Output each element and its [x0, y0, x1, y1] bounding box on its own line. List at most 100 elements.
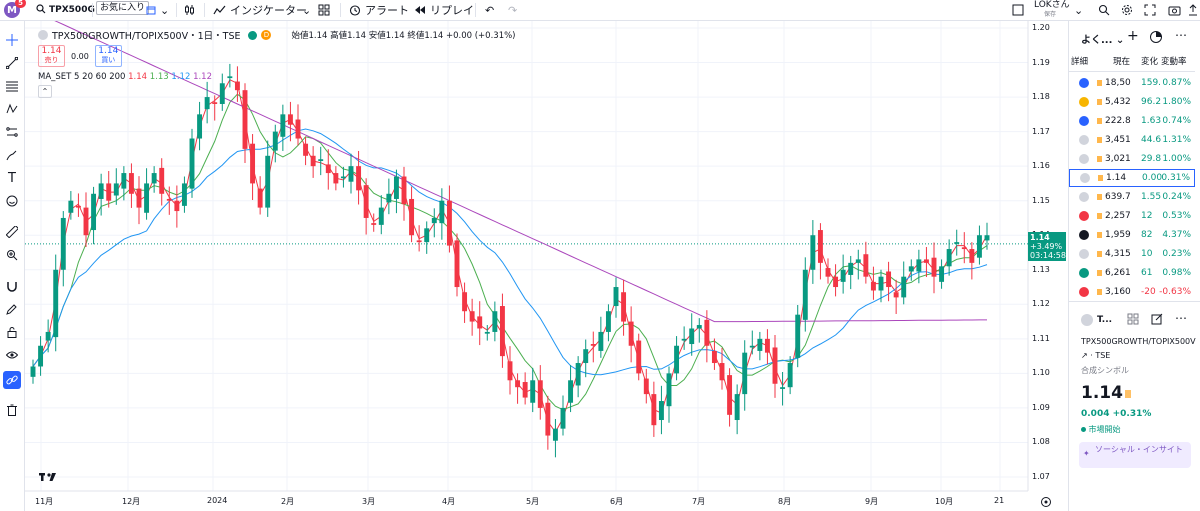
- watchlist-row[interactable]: 1.14 0.00 0.31%: [1069, 169, 1195, 187]
- fullscreen-button[interactable]: [1144, 0, 1156, 20]
- column-header-symbol[interactable]: 詳細: [1071, 57, 1089, 67]
- candle-body: [378, 207, 384, 225]
- watchlist-row[interactable]: 18,50 159. 0.87%: [1069, 74, 1195, 92]
- candle-body: [825, 268, 831, 277]
- time-axis-label: 21: [994, 496, 1005, 505]
- measure-tool[interactable]: [3, 123, 21, 141]
- collapse-legend-button[interactable]: ⌃: [38, 85, 52, 98]
- candle-body: [333, 173, 339, 184]
- symbol-logo: [1079, 78, 1089, 88]
- symbol-logo: [1079, 249, 1089, 259]
- ma5-value: 1.14: [128, 72, 148, 82]
- candle-body: [681, 338, 687, 341]
- details-symbol[interactable]: T...: [1097, 315, 1113, 325]
- pattern-tool[interactable]: [3, 100, 21, 118]
- zoom-tool[interactable]: [3, 246, 21, 264]
- more-options-button[interactable]: ⋯: [1175, 28, 1187, 42]
- layout-grid-button[interactable]: [1127, 313, 1139, 328]
- add-symbol-button[interactable]: +: [1127, 28, 1139, 44]
- settings-button[interactable]: [1121, 0, 1133, 20]
- delayed-icon: [1097, 232, 1102, 238]
- crosshair-tool[interactable]: [3, 31, 21, 49]
- replay-button[interactable]: リプレイ: [414, 0, 474, 20]
- candle-body: [727, 375, 733, 415]
- indicators-button[interactable]: インジケーター: [213, 0, 307, 20]
- magnet-icon: [7, 282, 17, 292]
- chevron-down-icon[interactable]: ⌄: [160, 3, 170, 17]
- column-header-last[interactable]: 現在: [1113, 57, 1131, 67]
- delayed-icon: [1097, 118, 1102, 124]
- watchlist-menu-button[interactable]: [1149, 30, 1163, 47]
- symbol-search[interactable]: TPX500G: [36, 0, 95, 20]
- candle-body: [439, 200, 445, 224]
- social-insights-button[interactable]: ✦ ソーシャル・インサイト: [1079, 442, 1191, 468]
- status-dot: [1081, 427, 1086, 432]
- edit-button[interactable]: [1151, 313, 1163, 328]
- candle-body: [386, 193, 392, 203]
- watchlist-row[interactable]: 3,021 29.8 1.00%: [1069, 150, 1195, 168]
- watchlist-row[interactable]: 1,959 82 4.37%: [1069, 226, 1195, 244]
- calendar-icon: [146, 6, 156, 15]
- alert-button[interactable]: アラート: [349, 0, 409, 20]
- fib-tool[interactable]: [3, 77, 21, 95]
- delete-drawings-tool[interactable]: [3, 401, 21, 419]
- ruler-tool[interactable]: [3, 223, 21, 241]
- candle-body: [939, 266, 945, 282]
- quick-search-button[interactable]: [1098, 0, 1110, 20]
- undo-button[interactable]: ↶: [485, 0, 494, 20]
- share-button[interactable]: [1188, 0, 1198, 20]
- watchlist-row[interactable]: 6,261 61 0.98%: [1069, 264, 1195, 282]
- templates-button[interactable]: [318, 0, 330, 20]
- symbol-logo: [1079, 135, 1089, 145]
- chart-settings-icon[interactable]: [1041, 497, 1051, 507]
- watchlist-row[interactable]: 4,315 10 0.23%: [1069, 245, 1195, 263]
- sell-button[interactable]: 1.14 売り: [38, 45, 65, 67]
- watchlist-row[interactable]: 5,432 96.2 1.80%: [1069, 93, 1195, 111]
- search-icon: [36, 3, 46, 17]
- sync-drawings-tool[interactable]: [3, 371, 21, 389]
- candle-body: [522, 382, 528, 398]
- watchlist-change: 1.55: [1141, 192, 1162, 202]
- watchlist-row[interactable]: 639.7 1.55 0.24%: [1069, 188, 1195, 206]
- undo-icon: ↶: [485, 3, 495, 17]
- emoji-tool[interactable]: [3, 192, 21, 210]
- snapshot-button[interactable]: [1168, 0, 1181, 20]
- time-axis-label: 5月: [526, 497, 540, 506]
- watchlist-row[interactable]: 3,160 -20 -0.63%: [1069, 283, 1195, 301]
- sparkle-icon: ✦: [1083, 449, 1090, 458]
- watchlist-row[interactable]: 222.8 1.63 0.74%: [1069, 112, 1195, 130]
- watchlist-title[interactable]: よく... ⌄: [1081, 35, 1125, 46]
- price-chart[interactable]: [25, 21, 1062, 511]
- brush-tool[interactable]: [3, 146, 21, 164]
- market-status-label: 市場開始: [1088, 425, 1121, 434]
- symbol-logo: [1079, 211, 1089, 221]
- external-link-icon[interactable]: ↗: [1081, 351, 1088, 360]
- chevron-down-icon[interactable]: ⌄: [302, 3, 312, 17]
- magnet-tool[interactable]: [3, 277, 21, 295]
- candle-style-button[interactable]: [184, 0, 196, 20]
- column-header-change[interactable]: 変化: [1141, 57, 1159, 67]
- watchlist-row[interactable]: 3,451 44.6 1.31%: [1069, 131, 1195, 149]
- chevron-down-icon[interactable]: ⌄: [1074, 3, 1084, 17]
- redo-button[interactable]: ↷: [508, 0, 517, 20]
- price-axis-label: 1.09: [1032, 402, 1050, 412]
- layout-button[interactable]: [1012, 0, 1024, 20]
- save-layout[interactable]: LOKさん 保存: [1034, 0, 1070, 20]
- lock-tool[interactable]: [3, 323, 21, 341]
- legend-title[interactable]: TPX500GROWTH/TOPIX500V・1日・TSE: [52, 31, 241, 42]
- text-tool[interactable]: T: [3, 169, 21, 187]
- hide-drawings-tool[interactable]: [3, 346, 21, 364]
- watchlist-row[interactable]: 2,257 12 0.53%: [1069, 207, 1195, 225]
- delayed-data-badge[interactable]: D: [261, 30, 272, 40]
- buy-button[interactable]: 1.14 買い: [94, 45, 122, 67]
- ma-legend[interactable]: MA_SET 5 20 60 200 1.14 1.13 1.12 1.12: [38, 72, 516, 82]
- more-options-button[interactable]: ⋯: [1175, 311, 1187, 325]
- buy-label: 買い: [101, 56, 116, 64]
- interval-button[interactable]: [146, 0, 156, 20]
- candle-body: [908, 266, 914, 272]
- column-header-change-pct[interactable]: 変動率: [1161, 57, 1187, 67]
- trend-line-tool[interactable]: [3, 54, 21, 72]
- lock-drawing-tool[interactable]: [3, 300, 21, 318]
